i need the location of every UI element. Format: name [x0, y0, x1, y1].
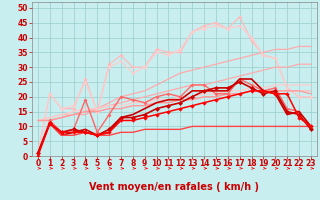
X-axis label: Vent moyen/en rafales ( km/h ): Vent moyen/en rafales ( km/h ) — [89, 182, 260, 192]
